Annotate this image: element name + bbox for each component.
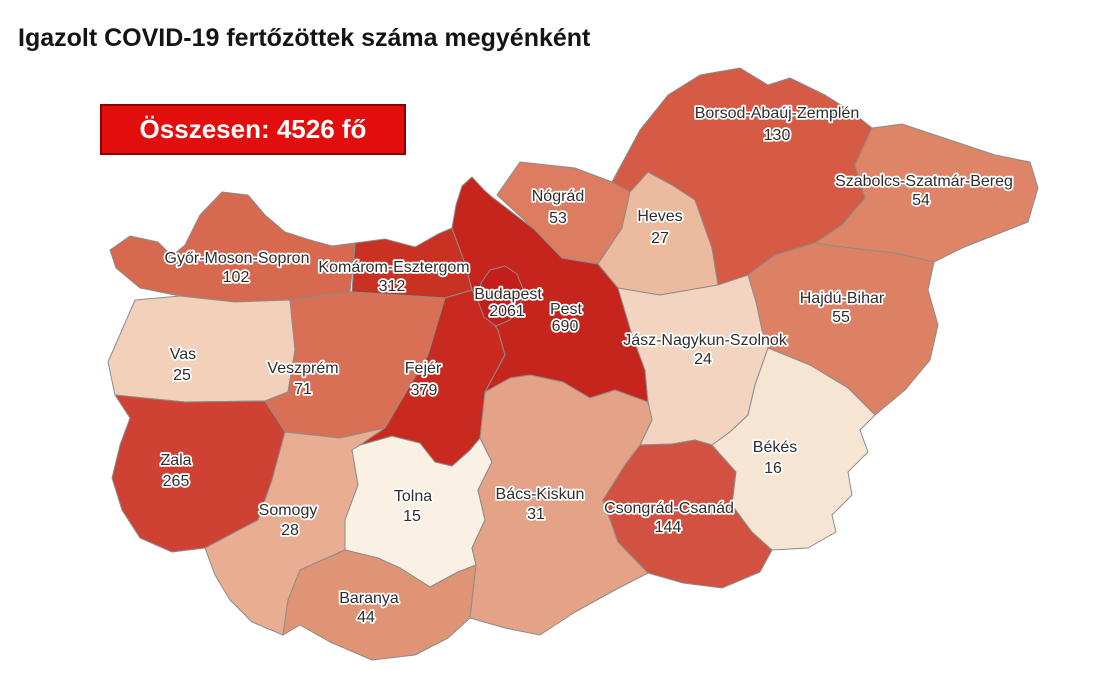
county-budapest-value: 2061 bbox=[489, 303, 525, 320]
county-zala-value: 265 bbox=[163, 473, 190, 490]
county-nograd-label: Nógrád bbox=[532, 188, 584, 205]
county-csongrad-csanad-shape bbox=[602, 439, 773, 589]
county-gyor-moson-sopron-label: Győr-Moson-Sopron bbox=[165, 250, 310, 267]
county-komarom-esztergom-label: Komárom-Esztergom bbox=[318, 259, 469, 276]
county-veszprem-value: 71 bbox=[294, 381, 312, 398]
county-bacs-kiskun-value: 31 bbox=[527, 506, 545, 523]
county-labels: Győr-Moson-Sopron 102 Komárom-Esztergom … bbox=[159, 103, 1015, 628]
county-pest-label: Pest bbox=[550, 301, 583, 318]
total-banner: Összesen: 4526 fő bbox=[100, 104, 406, 155]
county-bekes-label: Békés bbox=[753, 439, 797, 456]
total-banner-text: Összesen: 4526 fő bbox=[139, 114, 367, 144]
county-bekes-shape bbox=[711, 347, 876, 551]
county-borsod-abauj-zemplen-label: Borsod-Abaúj-Zemplén bbox=[695, 105, 860, 122]
county-bekes-value: 16 bbox=[764, 460, 782, 477]
county-pest-value: 690 bbox=[552, 318, 579, 335]
county-hajdu-bihar-value: 55 bbox=[832, 309, 850, 326]
county-tolna-label: Tolna bbox=[394, 488, 432, 505]
county-vas-value: 25 bbox=[173, 367, 191, 384]
county-jasz-nagykun-szolnok-value: 24 bbox=[694, 351, 712, 368]
county-vas-label: Vas bbox=[170, 346, 196, 363]
county-shapes bbox=[107, 67, 1039, 661]
county-baranya-shape bbox=[282, 549, 477, 661]
county-tolna-value: 15 bbox=[403, 508, 421, 525]
county-heves-value: 27 bbox=[651, 230, 669, 247]
county-baranya-label: Baranya bbox=[339, 590, 399, 607]
county-baranya-value: 44 bbox=[357, 609, 375, 626]
county-budapest-label: Budapest bbox=[474, 286, 542, 303]
county-szabolcs-szatmar-bereg-label: Szabolcs-Szatmár-Bereg bbox=[835, 173, 1013, 190]
page-title: Igazolt COVID-19 fertőzöttek száma megyé… bbox=[18, 24, 591, 52]
county-szabolcs-szatmar-bereg-value: 54 bbox=[912, 192, 930, 209]
county-heves-label: Heves bbox=[637, 208, 682, 225]
county-somogy-value: 28 bbox=[281, 522, 299, 539]
county-borsod-abauj-zemplen-value: 130 bbox=[764, 127, 791, 144]
county-veszprem-label: Veszprém bbox=[267, 360, 338, 377]
county-gyor-moson-sopron-value: 102 bbox=[223, 269, 250, 286]
county-zala-label: Zala bbox=[160, 452, 191, 469]
county-jasz-nagykun-szolnok-label: Jász-Nagykun-Szolnok bbox=[623, 332, 788, 349]
county-csongrad-csanad-value: 144 bbox=[655, 519, 682, 536]
county-csongrad-csanad-label: Csongrád-Csanád bbox=[604, 500, 734, 517]
county-szabolcs-szatmar-bereg-shape bbox=[814, 123, 1039, 263]
county-nograd-value: 53 bbox=[549, 210, 567, 227]
county-zala-shape bbox=[111, 394, 286, 553]
county-somogy-label: Somogy bbox=[259, 502, 318, 519]
county-fejer-value: 379 bbox=[411, 382, 438, 399]
county-bacs-kiskun-label: Bács-Kiskun bbox=[496, 486, 585, 503]
county-vas-shape bbox=[107, 295, 296, 403]
county-komarom-esztergom-value: 312 bbox=[379, 278, 406, 295]
county-hajdu-bihar-label: Hajdú-Bihar bbox=[800, 290, 885, 307]
county-budapest-shape bbox=[477, 265, 524, 327]
county-fejer-label: Fejér bbox=[405, 360, 442, 377]
